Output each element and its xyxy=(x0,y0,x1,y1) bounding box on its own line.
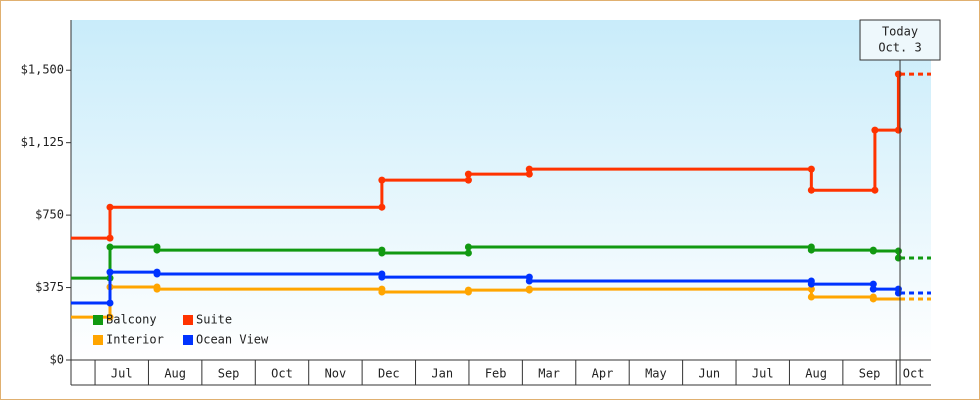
series xyxy=(71,268,931,307)
point xyxy=(807,293,815,301)
point xyxy=(807,285,815,293)
series xyxy=(71,70,931,242)
point xyxy=(869,295,877,303)
today-box xyxy=(859,19,941,61)
point xyxy=(106,243,114,251)
x-tick-label: Jul xyxy=(752,367,774,381)
point xyxy=(106,203,114,211)
x-tick-label: Feb xyxy=(485,367,507,381)
x-tick-label: May xyxy=(645,367,667,381)
x-tick-label: Sep xyxy=(218,367,240,381)
point xyxy=(525,170,533,178)
point xyxy=(807,186,815,194)
point xyxy=(869,285,877,293)
point xyxy=(378,273,386,281)
x-axis-band xyxy=(71,360,931,385)
x-tick-label: Jun xyxy=(698,367,720,381)
legend-swatch xyxy=(93,315,103,325)
series xyxy=(71,283,931,321)
point xyxy=(464,286,472,294)
point xyxy=(106,268,114,276)
point xyxy=(894,247,902,255)
y-tick-label: $750 xyxy=(35,208,64,222)
y-tick-label: $1,500 xyxy=(21,63,64,77)
point xyxy=(807,280,815,288)
point xyxy=(153,270,161,278)
x-tick-label: Mar xyxy=(538,367,560,381)
x-tick-label: Jul xyxy=(111,367,133,381)
x-tick-label: Aug xyxy=(164,367,186,381)
x-tick-label: Jan xyxy=(431,367,453,381)
point xyxy=(153,246,161,254)
point xyxy=(871,186,879,194)
x-tick-label: Oct xyxy=(903,367,925,381)
legend-label: Suite xyxy=(196,313,232,327)
legend-label: Balcony xyxy=(106,313,157,327)
legend-swatch xyxy=(183,335,193,345)
y-tick-label: $375 xyxy=(35,280,64,294)
point xyxy=(525,277,533,285)
point xyxy=(807,246,815,254)
legend-swatch xyxy=(183,315,193,325)
x-tick-label: Dec xyxy=(378,367,400,381)
legend-label: Interior xyxy=(106,333,164,347)
x-tick-label: Oct xyxy=(271,367,293,381)
x-tick-label: Aug xyxy=(805,367,827,381)
point xyxy=(106,313,114,321)
point xyxy=(378,249,386,257)
point xyxy=(525,165,533,173)
point xyxy=(378,176,386,184)
today-label: Today xyxy=(882,25,918,39)
point xyxy=(807,165,815,173)
today-label: Oct. 3 xyxy=(878,41,921,55)
point xyxy=(464,243,472,251)
point xyxy=(464,170,472,178)
point xyxy=(525,285,533,293)
point xyxy=(871,126,879,134)
y-tick-label: $0 xyxy=(50,353,64,367)
point xyxy=(106,234,114,242)
x-tick-label: Sep xyxy=(859,367,881,381)
point xyxy=(106,299,114,307)
y-tick-label: $1,125 xyxy=(21,135,64,149)
plot-area xyxy=(71,20,931,360)
x-tick-label: Apr xyxy=(592,367,614,381)
point xyxy=(869,247,877,255)
point xyxy=(153,285,161,293)
legend-swatch xyxy=(93,335,103,345)
point xyxy=(894,126,902,134)
point xyxy=(378,288,386,296)
legend-label: Ocean View xyxy=(196,333,269,347)
point xyxy=(378,203,386,211)
series xyxy=(71,243,931,282)
point xyxy=(869,280,877,288)
point xyxy=(464,176,472,184)
point xyxy=(464,249,472,257)
x-tick-label: Nov xyxy=(325,367,347,381)
